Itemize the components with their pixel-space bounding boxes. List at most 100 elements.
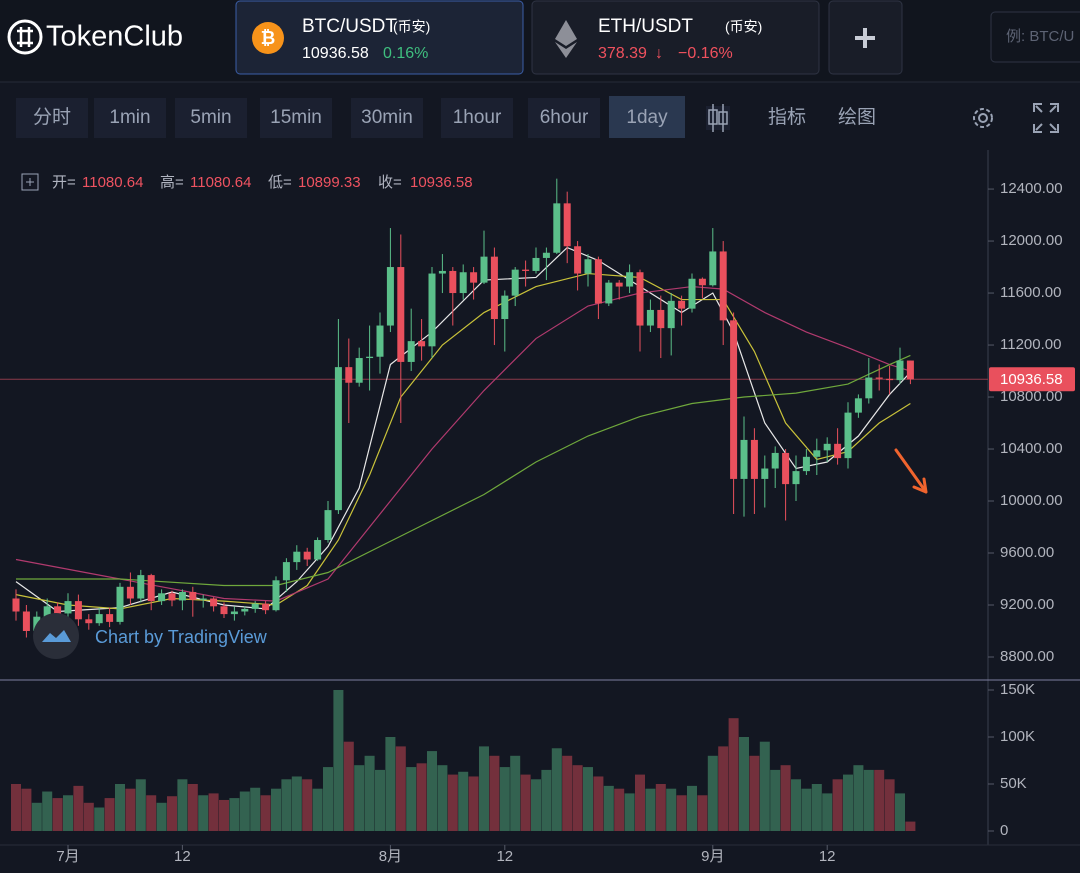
interval-button[interactable]: 1day [626, 107, 668, 128]
volume-bar [156, 802, 167, 831]
volume-bar [645, 788, 656, 831]
volume-bar [364, 755, 375, 831]
interval-button[interactable]: 30min [361, 107, 413, 128]
x-tick-label: 12 [819, 848, 836, 865]
volume-bar [458, 771, 469, 831]
volume-bar [312, 788, 323, 831]
volume-bar [510, 755, 521, 831]
volume-bar [52, 798, 63, 831]
candle-body [782, 452, 790, 485]
settings-icon[interactable] [973, 108, 993, 128]
fullscreen-icon[interactable] [1033, 103, 1059, 133]
candle-body [64, 601, 72, 614]
candle-body [698, 278, 706, 286]
info-label: 收= [378, 174, 402, 191]
volume-bar [728, 718, 739, 831]
price: 10936.58 [302, 45, 369, 62]
candle-body [511, 269, 519, 296]
volume-bar [187, 783, 198, 831]
collapse-icon[interactable] [21, 173, 39, 191]
candle-body [199, 598, 207, 600]
volume-bar [759, 741, 770, 831]
btc-symbol: ₿ [261, 28, 276, 48]
volume-tick-label: 100K [1000, 728, 1035, 745]
volume-bar [791, 779, 801, 831]
y-tick-label: 10800.00 [1000, 388, 1063, 405]
candle-body [750, 439, 758, 479]
candle-body [823, 443, 831, 451]
volume-bar [104, 798, 115, 831]
candle-body [730, 320, 738, 479]
candle-body [688, 278, 696, 309]
volume-bar [177, 779, 188, 831]
volume-bar [884, 779, 895, 831]
candle-body [834, 443, 842, 459]
candle-body [875, 377, 883, 379]
price: 378.39 [598, 45, 647, 62]
candle-body [262, 603, 270, 611]
volume-bar [770, 769, 781, 831]
volume-bar [635, 774, 645, 831]
volume-bar [832, 779, 843, 831]
volume-bar [281, 779, 292, 831]
volume-bar [73, 785, 84, 831]
tab-eth[interactable] [531, 0, 820, 75]
tab-bg [175, 98, 247, 138]
candle-body [761, 468, 769, 479]
volume-bar [468, 776, 479, 831]
interval-button[interactable]: 15min [270, 107, 322, 128]
info-value: 11080.64 [82, 174, 143, 191]
volume-bar [395, 746, 406, 831]
info-value: 10936.58 [410, 174, 473, 191]
tab-bg [94, 98, 166, 138]
watermark-icon [33, 613, 79, 659]
candle-body [896, 360, 904, 381]
candle-body [854, 398, 862, 413]
candle-body [116, 586, 124, 622]
candle-body [667, 300, 675, 329]
volume-bar [115, 783, 125, 831]
candle-body [594, 259, 602, 304]
volume-bar [83, 802, 94, 831]
candle-body [584, 259, 592, 274]
volume-bar [198, 795, 209, 831]
candle-body [802, 456, 810, 472]
volume-bar [447, 774, 458, 831]
watermark[interactable]: Chart by TradingView [95, 627, 268, 647]
volume-bar [666, 788, 677, 831]
candle-body [813, 450, 821, 457]
y-tick-label: 10400.00 [1000, 440, 1063, 457]
candle-body [366, 356, 374, 359]
eth-icon [555, 20, 577, 58]
interval-button[interactable]: 6hour [540, 107, 589, 128]
interval-button[interactable]: 1hour [453, 107, 502, 128]
candle-body [74, 601, 82, 620]
search-input[interactable] [990, 11, 1080, 63]
candle-body [771, 452, 779, 469]
interval-button[interactable]: 分时 [33, 106, 71, 128]
candle-body [605, 282, 613, 304]
candle-body [345, 367, 353, 383]
candle-body [355, 358, 363, 383]
tab-btc[interactable] [235, 0, 524, 75]
volume-bar [260, 795, 271, 831]
volume-bar [125, 788, 136, 831]
volume-bar [271, 788, 281, 831]
interval-button[interactable]: 5min [190, 107, 231, 128]
drawing-button[interactable]: 绘图 [838, 106, 876, 128]
interval-button[interactable]: 1min [109, 107, 150, 128]
y-tick-label: 12400.00 [1000, 180, 1063, 197]
candle-body [210, 598, 218, 607]
candle-body [740, 439, 748, 479]
candle-body [43, 606, 51, 617]
volume-bar [385, 736, 396, 831]
indicators-button[interactable]: 指标 [768, 106, 806, 128]
candle-body [189, 592, 197, 600]
plus-icon [855, 28, 875, 48]
candle-body [324, 510, 332, 541]
volume-bar [302, 779, 313, 831]
volume-bar [531, 779, 541, 831]
candle-body [678, 300, 686, 309]
